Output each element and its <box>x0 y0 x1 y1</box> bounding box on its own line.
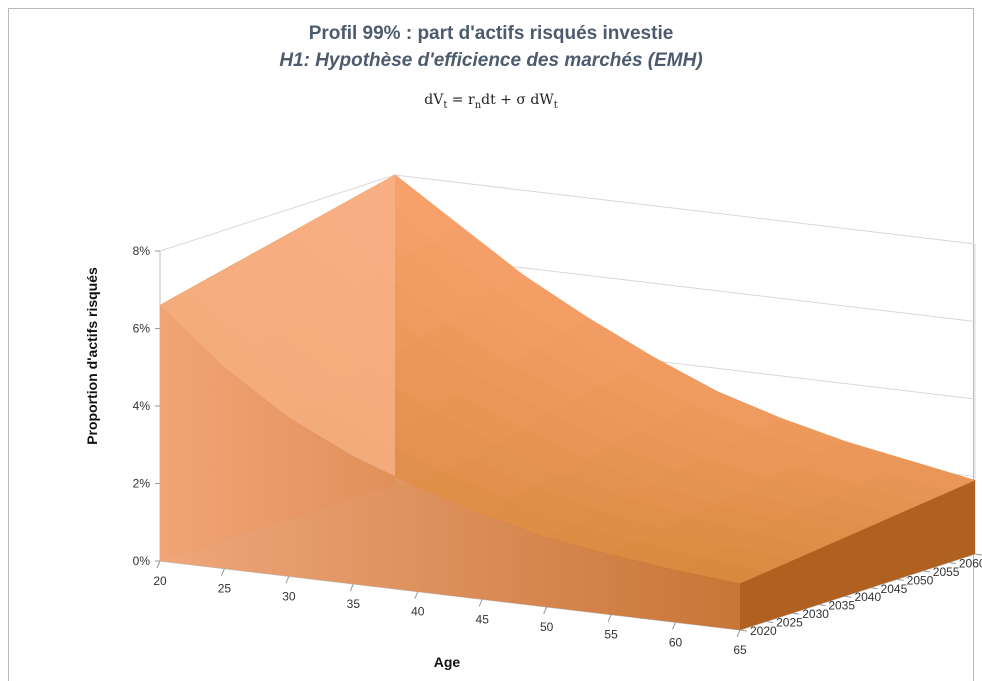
depth-tick-label: 2050 <box>907 573 934 587</box>
x-tick-mark <box>543 606 548 615</box>
depth-tick-label: 2040 <box>854 590 881 604</box>
x-tick-mark <box>607 614 612 622</box>
depth-tick-label: 2045 <box>881 582 908 596</box>
z-tick-label: 0% <box>133 554 151 568</box>
surface-front-face <box>160 305 740 630</box>
depth-tick-mark <box>896 578 904 581</box>
depth-tick-label: 2025 <box>776 616 803 630</box>
x-tick-label: 50 <box>540 620 554 634</box>
depth-tick-mark <box>948 561 956 564</box>
z-tick-label: 6% <box>133 322 151 336</box>
depth-tick-mark <box>766 621 774 624</box>
y-axis-label: Proportion d'actifs risqués <box>84 267 100 445</box>
chart-subtitle: H1: Hypothèse d'efficience des marchés (… <box>279 50 703 71</box>
z-tick-label: 2% <box>133 477 151 491</box>
depth-tick-label: 2060 <box>959 556 982 570</box>
depth-tick-mark <box>844 595 852 598</box>
x-tick-label: 40 <box>411 605 425 619</box>
x-tick-mark <box>285 576 290 584</box>
chart-ticks: 0%2%4%6%8%202530354045505560652020202520… <box>133 244 982 657</box>
x-tick-mark <box>156 560 161 569</box>
depth-tick-mark <box>792 612 800 615</box>
depth-tick-mark <box>870 587 878 590</box>
surface-right-face <box>740 480 975 630</box>
x-tick-label: 45 <box>476 612 490 626</box>
x-axis-label: Age <box>434 654 461 670</box>
x-tick-label: 25 <box>218 582 232 596</box>
x-tick-mark <box>220 568 225 576</box>
depth-tick-mark <box>922 570 930 573</box>
depth-tick-label: 2055 <box>933 565 960 579</box>
depth-tick-mark <box>974 553 982 556</box>
x-tick-mark <box>414 591 419 599</box>
z-tick-label: 4% <box>133 399 151 413</box>
x-tick-label: 35 <box>347 597 361 611</box>
x-tick-mark <box>736 629 741 638</box>
z-tick-label: 8% <box>133 244 151 258</box>
depth-tick-label: 2030 <box>802 607 829 621</box>
x-tick-label: 65 <box>733 643 747 657</box>
depth-tick-mark <box>818 604 826 607</box>
x-tick-label: 60 <box>669 635 683 649</box>
x-tick-label: 20 <box>153 574 167 588</box>
x-tick-mark <box>349 583 354 592</box>
x-tick-mark <box>478 599 483 607</box>
chart-frame <box>8 8 974 681</box>
depth-tick-mark <box>739 629 748 632</box>
x-tick-label: 55 <box>604 628 618 642</box>
chart-title: Profil 99% : part d'actifs risqués inves… <box>308 23 674 44</box>
formula: dVt = rndt + σ dWt <box>424 92 558 111</box>
depth-tick-label: 2020 <box>750 624 777 638</box>
x-tick-label: 30 <box>282 589 296 603</box>
x-tick-mark <box>672 622 677 630</box>
surface-plot <box>159 174 977 630</box>
depth-tick-label: 2035 <box>828 599 855 613</box>
